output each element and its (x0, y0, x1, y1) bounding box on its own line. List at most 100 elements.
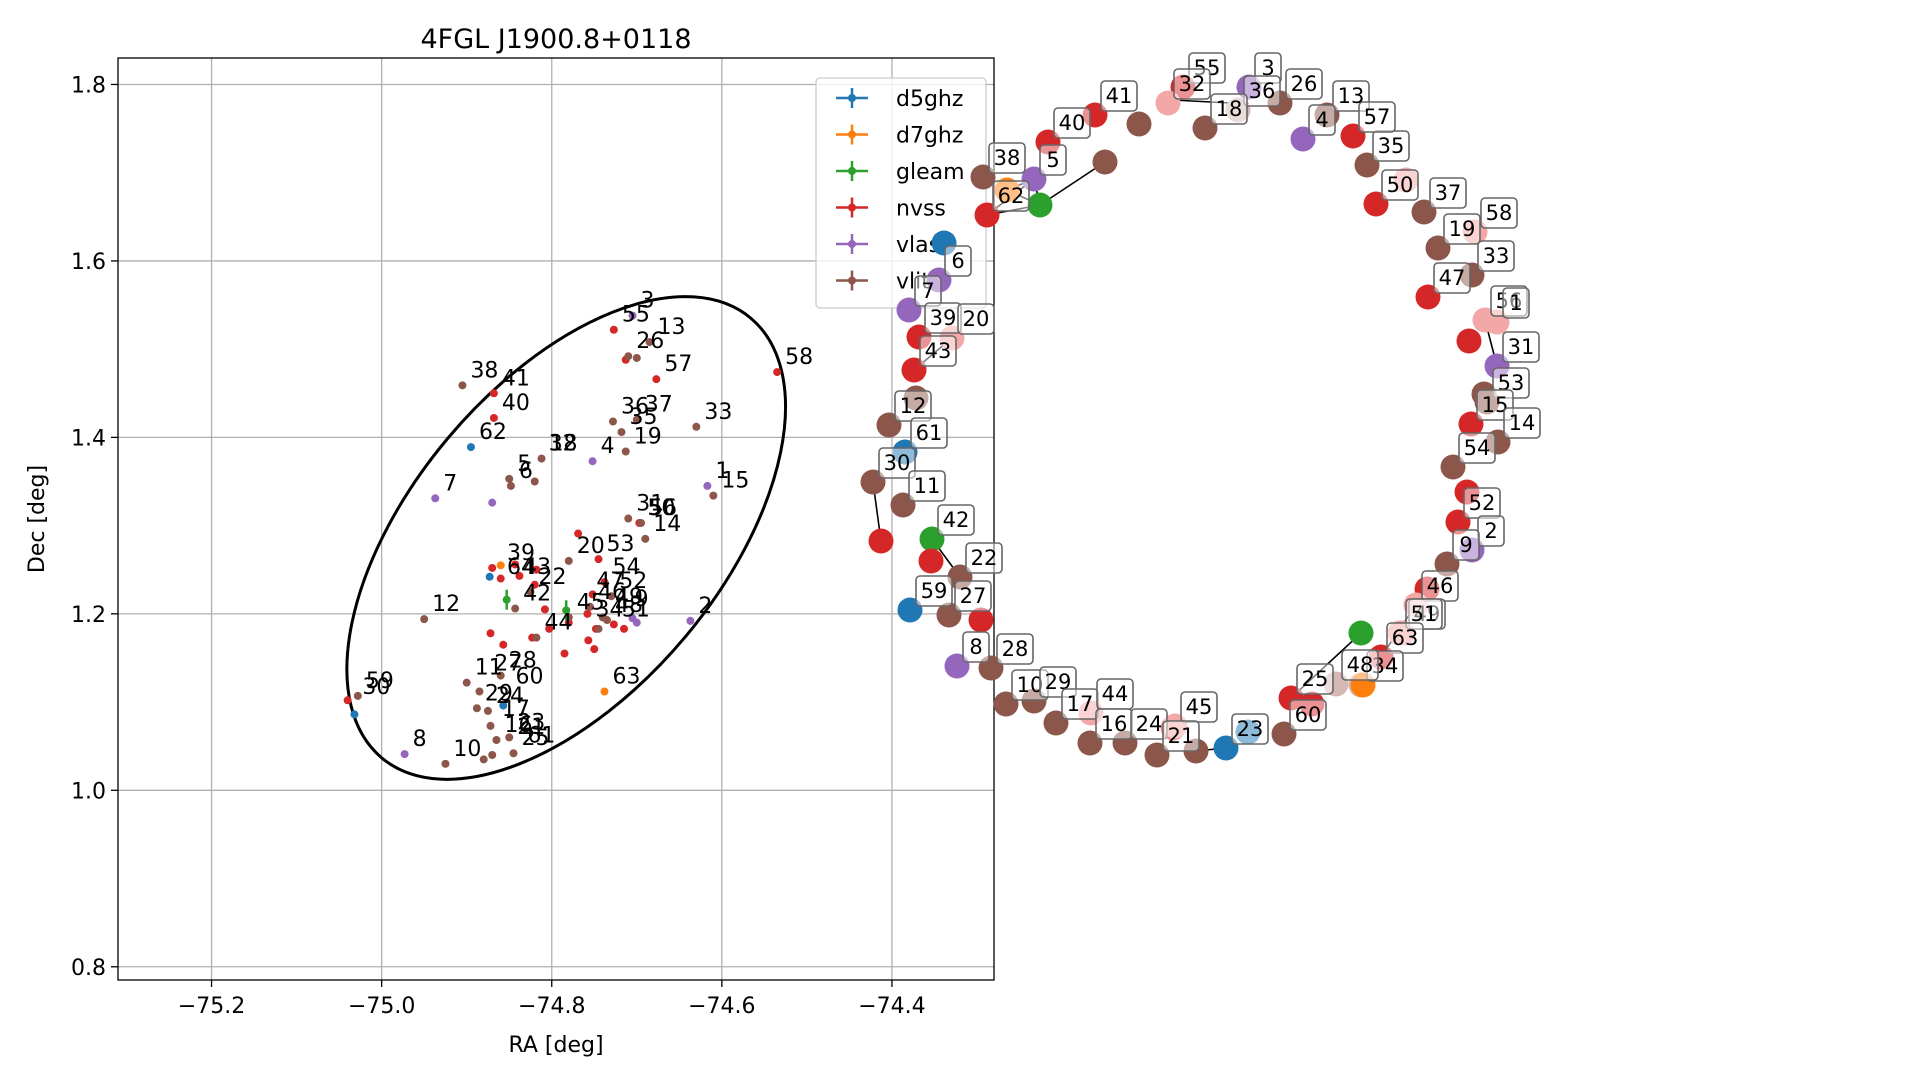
point-label: 8 (413, 727, 427, 752)
node-label-box (1289, 699, 1327, 731)
node-label: 11 (914, 474, 941, 498)
point-label: 57 (664, 352, 692, 377)
node-label-box (919, 335, 957, 367)
y-tick-label: 1.8 (71, 73, 106, 98)
data-point-vlite (479, 755, 488, 764)
point-label: 64 (507, 555, 535, 580)
point-label: 50 (647, 496, 675, 521)
point-label: 18 (550, 432, 578, 457)
node-label: 4 (1315, 108, 1328, 132)
axis-ticks: −75.2 −75.0 −74.8 −74.6 −74.4 0.8 1.0 1.2 1.4 1.6… (71, 73, 926, 1019)
point-label: 10 (453, 737, 481, 762)
data-point-vlite (624, 352, 633, 361)
node-label: 62 (998, 184, 1025, 208)
node-label-box (1341, 649, 1379, 681)
point-label: 5 (517, 452, 531, 477)
point-label: 31 (636, 492, 664, 517)
data-point-vlite (586, 602, 595, 611)
data-point-nvss (773, 368, 782, 377)
data-point-vlite (506, 481, 515, 490)
point-label: 3 (641, 289, 655, 314)
node-label-box (1296, 663, 1334, 695)
graph-node (1456, 328, 1482, 354)
data-point-nvss (609, 325, 618, 334)
data-point-vlite (492, 736, 501, 745)
node-label-box (1053, 107, 1091, 139)
data-point-vlite (462, 678, 471, 687)
point-label: 47 (596, 569, 624, 594)
node-label-box (1452, 529, 1480, 561)
node-label: 3 (1261, 56, 1274, 80)
node-label: 8 (969, 635, 982, 659)
data-point-vlite (645, 338, 654, 347)
data-point-vlite (511, 604, 520, 613)
x-tick-label: −74.4 (858, 994, 925, 1019)
data-point-nvss (511, 560, 520, 569)
x-tick-label: −75.0 (348, 994, 415, 1019)
data-point-vlite (526, 587, 535, 596)
y-tick-label: 1.4 (71, 426, 106, 451)
node-label-box (996, 633, 1034, 665)
data-point-vlite (641, 534, 650, 543)
data-point-vlite (564, 556, 573, 565)
node-label: 24 (1136, 712, 1163, 736)
node-label-box (1039, 144, 1067, 176)
data-point-vlite (420, 615, 429, 624)
point-label: 40 (502, 391, 530, 416)
x-tick-label: −74.8 (518, 994, 585, 1019)
data-point-vlite (594, 624, 603, 633)
data-point-vlass (686, 616, 695, 625)
node-label: 52 (1469, 491, 1496, 515)
data-point-vlite (621, 447, 630, 456)
point-label: 16 (504, 713, 532, 738)
data-point-vlass (588, 457, 597, 466)
point-label: 1 (715, 459, 729, 484)
point-label: 55 (622, 303, 650, 328)
data-point-nvss (489, 413, 498, 422)
node-label-box (1443, 213, 1481, 245)
point-label: 27 (494, 651, 522, 676)
node-label: 58 (1486, 201, 1513, 225)
node-label: 7 (921, 279, 934, 303)
data-point-vlass (703, 481, 712, 490)
point-label: 32 (549, 432, 577, 457)
data-point-vlite (441, 759, 450, 768)
point-label: 33 (704, 400, 732, 425)
point-label: 36 (621, 395, 649, 420)
node-label: 36 (1249, 79, 1276, 103)
node-label-box (910, 417, 948, 449)
chart-title: 4FGL J1900.8+0118 (420, 24, 691, 55)
point-label: 59 (366, 669, 394, 694)
node-label: 32 (1179, 72, 1206, 96)
node-label-box (1173, 68, 1211, 100)
node-label: 51 (1411, 602, 1438, 626)
node-label-box (992, 180, 1030, 212)
data-point-vlite (505, 474, 514, 483)
node-label-box (1386, 622, 1424, 654)
point-label: 53 (607, 532, 635, 557)
node-label: 25 (1302, 667, 1329, 691)
data-point-vlite (603, 616, 612, 625)
point-label: 56 (649, 496, 677, 521)
point-label: 22 (538, 565, 566, 590)
data-point-vlass (431, 494, 440, 503)
data-point-nvss (540, 605, 549, 614)
legend-label: d5ghz (896, 87, 963, 112)
node-label-box (1231, 713, 1269, 745)
node-label: 5 (1046, 148, 1059, 172)
node-label-box (1433, 262, 1471, 294)
graph-node (1126, 111, 1152, 137)
point-label: 29 (485, 681, 513, 706)
data-point-vlite (483, 706, 492, 715)
data-point-nvss (486, 629, 495, 638)
node-label: 47 (1439, 266, 1466, 290)
legend-marker-dot (848, 94, 856, 102)
node-label: 60 (1295, 703, 1322, 727)
point-label: 11 (475, 656, 503, 681)
node-label: 37 (1435, 181, 1462, 205)
data-point-d5ghz (485, 572, 494, 581)
points-layer (343, 311, 782, 768)
data-point-vlite (532, 633, 541, 642)
y-axis-label: Dec [deg] (25, 465, 50, 573)
